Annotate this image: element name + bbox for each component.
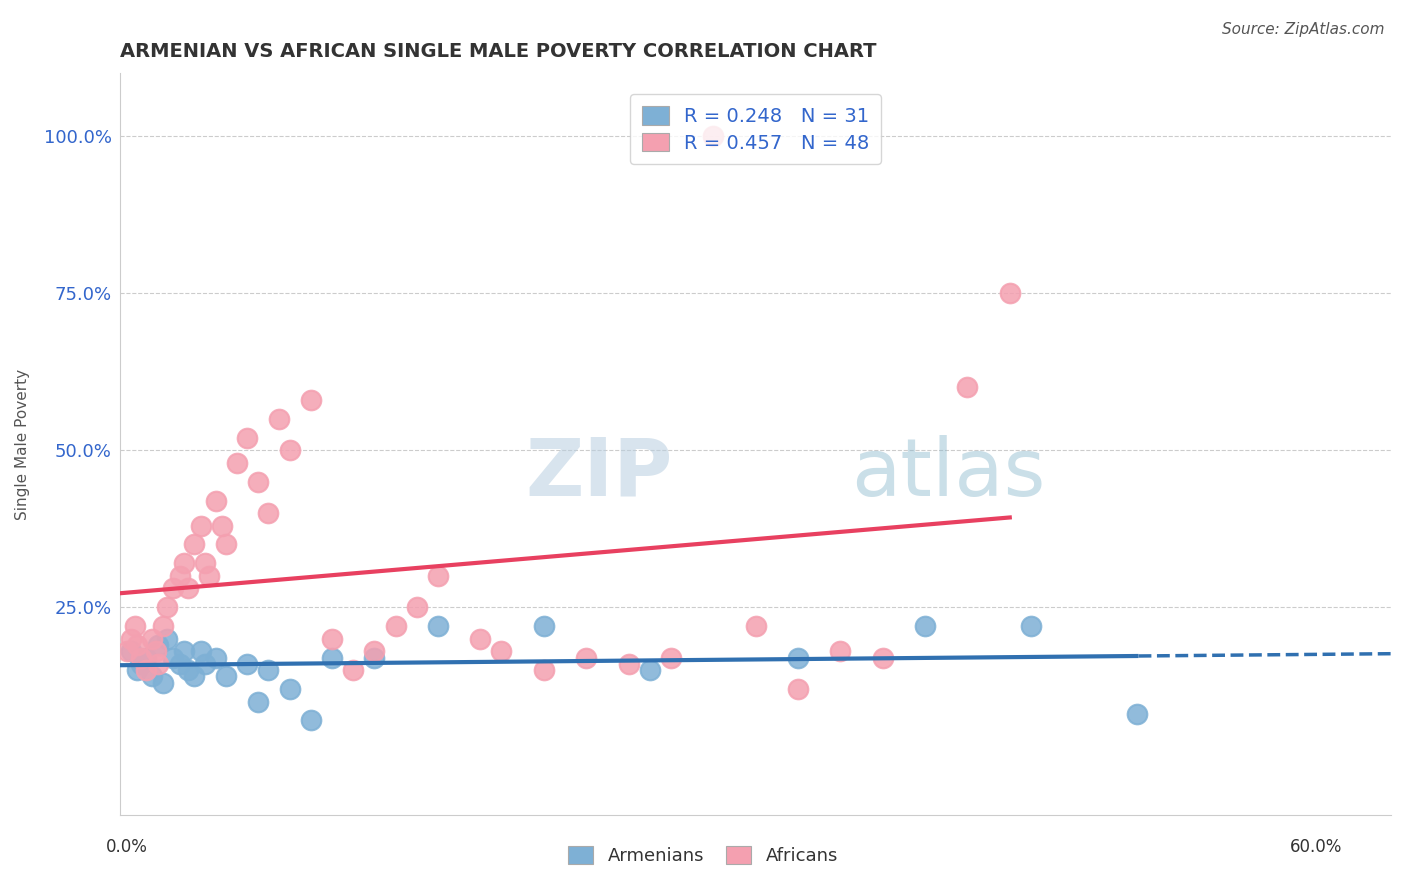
Text: ZIP: ZIP: [526, 434, 673, 513]
Point: [156, 632, 179, 646]
Point: [246, 694, 269, 708]
Point: [145, 644, 167, 658]
Point: [342, 663, 364, 677]
Text: 0.0%: 0.0%: [105, 838, 148, 855]
Point: [426, 619, 449, 633]
Point: [131, 657, 153, 671]
Point: [267, 412, 290, 426]
Point: [141, 669, 163, 683]
Point: [956, 380, 979, 394]
Point: [135, 650, 157, 665]
Point: [225, 456, 247, 470]
Point: [299, 392, 322, 407]
Point: [998, 286, 1021, 301]
Point: [638, 663, 661, 677]
Legend: R = 0.248   N = 31, R = 0.457   N = 48: R = 0.248 N = 31, R = 0.457 N = 48: [630, 95, 882, 164]
Point: [533, 619, 555, 633]
Point: [787, 681, 810, 696]
Point: [120, 644, 142, 658]
Point: [702, 129, 724, 144]
Legend: Armenians, Africans: Armenians, Africans: [561, 839, 845, 872]
Point: [257, 663, 280, 677]
Point: [575, 650, 598, 665]
Point: [321, 632, 343, 646]
Point: [183, 537, 205, 551]
Point: [204, 650, 226, 665]
Point: [236, 657, 259, 671]
Point: [177, 663, 200, 677]
Point: [194, 657, 217, 671]
Point: [162, 650, 184, 665]
Point: [236, 431, 259, 445]
Point: [872, 650, 894, 665]
Point: [162, 582, 184, 596]
Point: [148, 657, 170, 671]
Point: [1019, 619, 1042, 633]
Point: [363, 650, 385, 665]
Point: [470, 632, 492, 646]
Point: [190, 644, 212, 658]
Point: [384, 619, 406, 633]
Text: ARMENIAN VS AFRICAN SINGLE MALE POVERTY CORRELATION CHART: ARMENIAN VS AFRICAN SINGLE MALE POVERTY …: [121, 42, 877, 61]
Point: [131, 650, 153, 665]
Point: [177, 582, 200, 596]
Text: atlas: atlas: [851, 434, 1045, 513]
Point: [215, 537, 238, 551]
Text: Source: ZipAtlas.com: Source: ZipAtlas.com: [1222, 22, 1385, 37]
Point: [148, 638, 170, 652]
Y-axis label: Single Male Poverty: Single Male Poverty: [15, 368, 30, 519]
Point: [787, 650, 810, 665]
Point: [198, 569, 221, 583]
Point: [152, 619, 174, 633]
Point: [215, 669, 238, 683]
Point: [127, 638, 149, 652]
Point: [278, 681, 301, 696]
Point: [1126, 707, 1149, 722]
Point: [405, 600, 427, 615]
Point: [169, 569, 191, 583]
Point: [135, 663, 157, 677]
Point: [659, 650, 682, 665]
Point: [124, 619, 146, 633]
Point: [169, 657, 191, 671]
Point: [246, 475, 269, 489]
Point: [183, 669, 205, 683]
Point: [426, 569, 449, 583]
Point: [141, 632, 163, 646]
Point: [173, 644, 195, 658]
Point: [204, 493, 226, 508]
Point: [173, 557, 195, 571]
Point: [278, 443, 301, 458]
Point: [190, 518, 212, 533]
Point: [152, 675, 174, 690]
Text: 60.0%: 60.0%: [1291, 838, 1343, 855]
Point: [830, 644, 852, 658]
Point: [321, 650, 343, 665]
Point: [914, 619, 936, 633]
Point: [257, 506, 280, 520]
Point: [194, 557, 217, 571]
Point: [211, 518, 233, 533]
Point: [156, 600, 179, 615]
Point: [617, 657, 640, 671]
Point: [115, 644, 138, 658]
Point: [363, 644, 385, 658]
Point: [744, 619, 766, 633]
Point: [491, 644, 513, 658]
Point: [299, 714, 322, 728]
Point: [127, 663, 149, 677]
Point: [120, 632, 142, 646]
Point: [533, 663, 555, 677]
